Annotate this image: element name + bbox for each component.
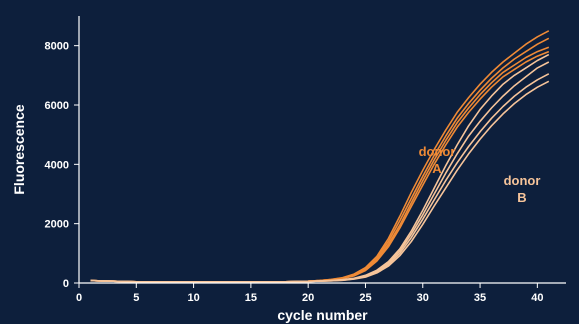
x-tick-label: 30 <box>417 292 429 304</box>
x-tick-label: 10 <box>187 292 199 304</box>
series-line-group2-4 <box>90 80 550 283</box>
series-layer <box>90 30 550 283</box>
donor-a-label-line1: donor <box>419 144 456 159</box>
series-line-group1-3 <box>90 46 550 283</box>
series-line-group1-1 <box>90 30 550 283</box>
y-tick-label: 4000 <box>45 159 69 171</box>
x-tick-label: 0 <box>76 292 82 304</box>
donor-b-label-line1: donor <box>504 173 541 188</box>
series-line-group1-4 <box>90 50 550 283</box>
donor-a-annotation: donor A <box>419 144 456 176</box>
donor-a-label-line2: A <box>432 161 442 176</box>
x-tick-label: 15 <box>245 292 257 304</box>
y-axis-title: Fluorescence <box>11 104 27 194</box>
x-tick-label: 25 <box>359 292 371 304</box>
y-tick-label: 2000 <box>45 219 69 231</box>
x-tick-label: 35 <box>474 292 486 304</box>
x-tick-label: 5 <box>133 292 139 304</box>
series-line-group1-2 <box>90 37 550 283</box>
y-tick-label: 0 <box>63 278 69 290</box>
y-axis-ticks: 0 2000 4000 6000 8000 <box>45 41 79 290</box>
x-tick-label: 20 <box>302 292 314 304</box>
x-axis-ticks: 0 5 10 15 20 25 30 35 40 <box>76 283 543 304</box>
series-line-group2-1 <box>90 53 550 283</box>
x-tick-label: 40 <box>531 292 543 304</box>
donor-b-label-line2: B <box>517 190 526 205</box>
y-tick-label: 6000 <box>45 100 69 112</box>
x-axis-title: cycle number <box>277 307 368 323</box>
y-tick-label: 8000 <box>45 41 69 53</box>
donor-b-annotation: donor B <box>504 173 541 205</box>
series-line-group2-3 <box>90 73 550 283</box>
